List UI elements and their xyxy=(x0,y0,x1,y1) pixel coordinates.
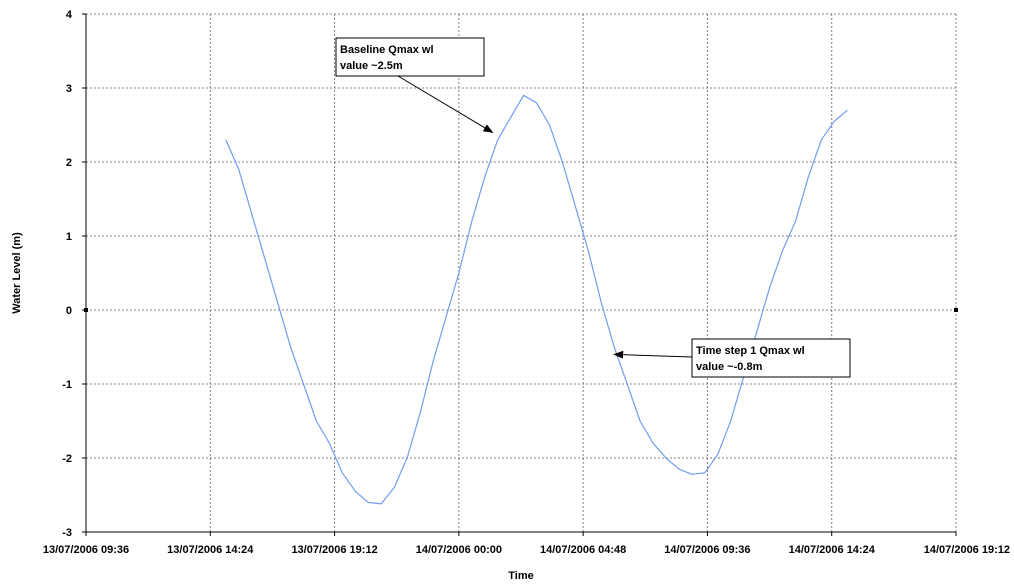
y-tick-label: -2 xyxy=(62,453,72,465)
x-axis-title: Time xyxy=(508,570,533,582)
plot-area xyxy=(86,14,956,532)
x-tick-label: 14/07/2006 19:12 xyxy=(924,544,1010,556)
x-tick-label: 14/07/2006 04:48 xyxy=(540,544,626,556)
y-axis-title: Water Level (m) xyxy=(11,232,23,314)
annotation-box xyxy=(335,37,485,77)
x-tick-label: 13/07/2006 19:12 xyxy=(291,544,377,556)
y-tick-label: -1 xyxy=(62,379,72,391)
x-tick-label: 13/07/2006 14:24 xyxy=(167,544,254,556)
annotation-arrow xyxy=(613,350,693,359)
x-tick-label: 13/07/2006 09:36 xyxy=(43,544,129,556)
annotation-arrow xyxy=(397,75,494,133)
annotation-text: Baseline Qmax wl xyxy=(340,44,434,56)
annotation-text: value ~-0.8m xyxy=(696,361,763,373)
x-tick-label: 14/07/2006 09:36 xyxy=(664,544,750,556)
y-tick-label: 0 xyxy=(66,305,72,317)
annotation-text: value ~2.5m xyxy=(340,60,403,72)
y-tick-label: 3 xyxy=(66,83,72,95)
zero-marker-left xyxy=(84,308,88,312)
gridlines xyxy=(86,13,957,532)
annotations: Baseline Qmax wl value ~2.5m Time step 1 Q… xyxy=(335,37,851,378)
y-tick-label: 1 xyxy=(66,231,72,243)
x-tick-label: 14/07/2006 00:00 xyxy=(416,544,502,556)
y-tick-label: -3 xyxy=(62,527,72,539)
axes xyxy=(82,13,958,536)
tick-labels: -3 -2 -1 0 1 2 3 4 13/07/2006 09:36 13/07/2006 14… xyxy=(43,9,1010,556)
zero-marker-right xyxy=(954,308,958,312)
annotation-text: Time step 1 Qmax wl xyxy=(696,345,805,357)
x-tick-label: 14/07/2006 14:24 xyxy=(789,544,876,556)
y-tick-label: 4 xyxy=(66,9,73,21)
y-tick-label: 2 xyxy=(66,157,72,169)
annotation-box xyxy=(691,338,851,378)
